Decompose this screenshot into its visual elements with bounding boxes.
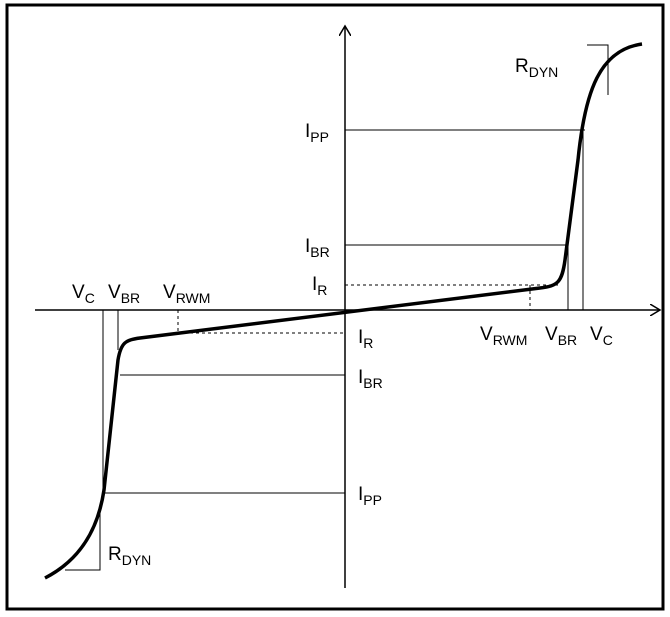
label-sub: PP [363, 492, 382, 508]
label-sub: BR [121, 290, 140, 306]
label: IPP [305, 121, 329, 145]
label-main: R [515, 56, 529, 77]
label: VBR [108, 282, 140, 306]
label-main: I [305, 121, 310, 142]
label-sub: BR [310, 244, 329, 260]
label-main: V [590, 324, 603, 345]
label-main: I [312, 274, 317, 295]
label-sub: BR [558, 332, 577, 348]
label-main: I [358, 367, 363, 388]
label-main: V [72, 282, 85, 303]
label: VC [72, 282, 95, 306]
label-sub: BR [363, 375, 382, 391]
label-sub: RWM [176, 290, 211, 306]
label: VRWM [163, 282, 210, 306]
label-sub: R [317, 282, 327, 298]
label-sub: PP [310, 129, 329, 145]
label-sub: DYN [529, 64, 559, 80]
label: VC [590, 324, 613, 348]
label-sub: C [603, 332, 613, 348]
label: IPP [358, 484, 382, 508]
label: IBR [305, 236, 330, 260]
label-main: I [305, 236, 310, 257]
label-main: V [163, 282, 176, 303]
dashed-guides [177, 284, 560, 334]
label: VRWM [480, 324, 527, 348]
label-main: V [545, 324, 558, 345]
label-main: I [358, 327, 363, 348]
iv-curve [44, 42, 643, 580]
label-main: R [108, 544, 122, 565]
label: RDYN [108, 544, 151, 568]
frame [5, 3, 665, 611]
label: IR [312, 274, 327, 298]
label-main: V [480, 324, 493, 345]
label: IR [358, 327, 373, 351]
guides [65, 44, 609, 571]
label-main: I [358, 484, 363, 505]
label-sub: DYN [122, 552, 152, 568]
label: IBR [358, 367, 383, 391]
label-sub: RWM [493, 332, 528, 348]
label: RDYN [515, 56, 558, 80]
label-sub: C [85, 290, 95, 306]
label-sub: R [363, 335, 373, 351]
label-main: V [108, 282, 121, 303]
label: VBR [545, 324, 577, 348]
